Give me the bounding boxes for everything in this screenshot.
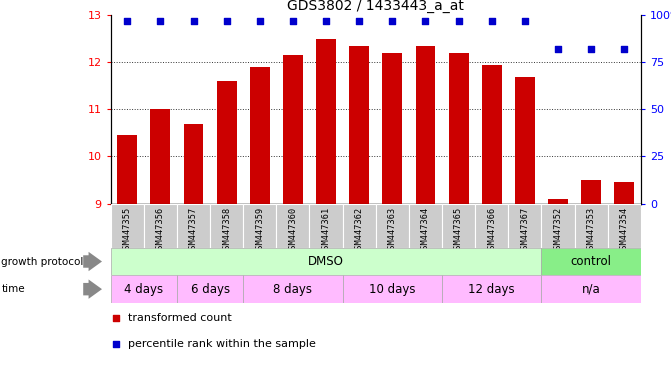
Point xyxy=(254,18,265,24)
Bar xyxy=(508,204,541,248)
Point xyxy=(155,18,166,24)
Bar xyxy=(409,204,442,248)
Bar xyxy=(111,204,144,248)
Bar xyxy=(177,204,210,248)
Point xyxy=(288,18,299,24)
Bar xyxy=(177,275,243,303)
Text: percentile rank within the sample: percentile rank within the sample xyxy=(127,339,315,349)
Bar xyxy=(614,182,634,204)
Bar xyxy=(243,204,276,248)
Point xyxy=(188,18,199,24)
Bar xyxy=(574,204,608,248)
Text: GSM447352: GSM447352 xyxy=(554,207,562,254)
Bar xyxy=(376,204,409,248)
Point xyxy=(387,18,398,24)
Text: 10 days: 10 days xyxy=(369,283,415,296)
Text: 12 days: 12 days xyxy=(468,283,515,296)
Text: GSM447357: GSM447357 xyxy=(189,207,198,254)
FancyArrow shape xyxy=(83,252,102,271)
Bar xyxy=(210,204,243,248)
Bar xyxy=(541,204,574,248)
Bar xyxy=(541,275,641,303)
Text: GSM447355: GSM447355 xyxy=(123,207,132,254)
Bar xyxy=(243,275,343,303)
Bar xyxy=(217,81,237,204)
Point xyxy=(221,18,232,24)
Text: GSM447359: GSM447359 xyxy=(255,207,264,254)
Text: GSM447358: GSM447358 xyxy=(222,207,231,254)
Bar xyxy=(382,53,403,204)
Text: 8 days: 8 days xyxy=(274,283,313,296)
FancyArrow shape xyxy=(83,280,102,299)
Text: GSM447356: GSM447356 xyxy=(156,207,165,254)
Bar xyxy=(111,275,177,303)
Bar xyxy=(111,248,541,275)
Bar xyxy=(343,204,376,248)
Bar xyxy=(442,275,541,303)
Text: GSM447361: GSM447361 xyxy=(321,207,331,254)
Text: DMSO: DMSO xyxy=(308,255,344,268)
Text: 4 days: 4 days xyxy=(124,283,164,296)
Text: GSM447366: GSM447366 xyxy=(487,207,497,254)
Text: GSM447365: GSM447365 xyxy=(454,207,463,254)
Bar xyxy=(482,65,502,204)
Bar xyxy=(515,76,535,204)
Bar xyxy=(283,55,303,204)
Text: GSM447360: GSM447360 xyxy=(289,207,297,254)
Text: GSM447362: GSM447362 xyxy=(355,207,364,254)
Point xyxy=(519,18,530,24)
Bar xyxy=(144,204,177,248)
Point xyxy=(553,46,564,52)
Bar xyxy=(449,53,468,204)
Point xyxy=(586,46,597,52)
Bar xyxy=(548,199,568,204)
Text: GSM447353: GSM447353 xyxy=(586,207,596,254)
Bar xyxy=(608,204,641,248)
Text: GSM447367: GSM447367 xyxy=(520,207,529,254)
Point xyxy=(420,18,431,24)
Bar xyxy=(442,204,475,248)
Text: GSM447354: GSM447354 xyxy=(620,207,629,254)
Text: GSM447363: GSM447363 xyxy=(388,207,397,254)
Point xyxy=(354,18,364,24)
Bar xyxy=(117,135,138,204)
Bar xyxy=(150,109,170,204)
Bar xyxy=(250,67,270,204)
Text: transformed count: transformed count xyxy=(127,313,231,323)
Point xyxy=(419,13,429,19)
Text: time: time xyxy=(1,284,25,294)
Text: GSM447364: GSM447364 xyxy=(421,207,430,254)
Bar xyxy=(316,39,336,204)
Bar xyxy=(349,46,369,204)
Point xyxy=(453,18,464,24)
Title: GDS3802 / 1433443_a_at: GDS3802 / 1433443_a_at xyxy=(287,0,464,13)
Bar xyxy=(541,248,641,275)
Point xyxy=(419,243,429,249)
Point xyxy=(486,18,497,24)
Text: control: control xyxy=(570,255,611,268)
Point xyxy=(122,18,133,24)
Bar xyxy=(184,124,203,204)
Text: n/a: n/a xyxy=(582,283,601,296)
Bar xyxy=(309,204,343,248)
Bar xyxy=(475,204,508,248)
Bar xyxy=(581,180,601,204)
Bar xyxy=(415,46,435,204)
Text: 6 days: 6 days xyxy=(191,283,229,296)
Text: growth protocol: growth protocol xyxy=(1,257,84,266)
Point xyxy=(619,46,629,52)
Bar xyxy=(343,275,442,303)
Bar xyxy=(276,204,309,248)
Point xyxy=(321,18,331,24)
